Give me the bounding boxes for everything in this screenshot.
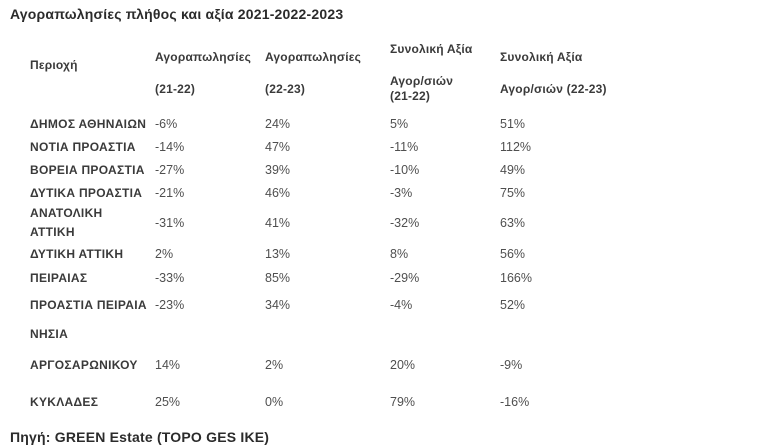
value-cell: -31%	[155, 216, 185, 230]
value-cell: -23%	[155, 298, 185, 312]
region-label: ΠΕΙΡΑΙΑΣ	[30, 271, 88, 285]
value-cell: -29%	[390, 271, 420, 285]
value-cell: 14%	[155, 358, 181, 372]
value-cell: 13%	[265, 247, 291, 261]
table-row: ΑΝΑΤΟΛΙΚΗ ΑΤΤΙΚΗ -31% 41% -32% 63%	[30, 204, 650, 242]
value-cell: -14%	[155, 139, 185, 154]
column-header-region: Περιοχή	[30, 57, 78, 72]
value-cell: 2%	[155, 247, 174, 261]
column-header-total-value-21-22: Συνολική Αξία Αγορ/σιών (21-22)	[390, 42, 473, 103]
value-cell: -27%	[155, 162, 185, 177]
page-title: Αγοραπωλησίες πλήθος και αξία 2021-2022-…	[10, 6, 344, 22]
column-header-total-value-22-23: Συνολική Αξία Αγορ/σιών (22-23)	[500, 49, 607, 96]
value-cell: -6%	[155, 116, 178, 131]
value-cell: 49%	[500, 162, 526, 177]
sales-data-table: Περιοχή Αγοραπωλησίες (21-22) Αγοραπωλησ…	[30, 34, 650, 421]
region-label: ΒΟΡΕΙΑ ΠΡΟΑΣΤΙΑ	[30, 162, 145, 177]
region-label: ΚΥΚΛΑΔΕΣ	[30, 395, 99, 409]
value-cell: 39%	[265, 162, 291, 177]
value-cell: 24%	[265, 116, 291, 131]
value-cell: 166%	[500, 271, 532, 285]
value-cell: 63%	[500, 216, 526, 230]
value-cell: 46%	[265, 185, 291, 200]
table-row: ΔΥΤΙΚΗ ΑΤΤΙΚΗ 2% 13% 8% 56%	[30, 242, 650, 266]
column-header-sales-21-22: Αγοραπωλησίες (21-22)	[155, 49, 252, 96]
table-row: ΔΗΜΟΣ ΑΘΗΝΑΙΩΝ -6% 24% 5% 51%	[30, 112, 650, 135]
value-cell: 112%	[500, 139, 532, 154]
value-cell: 41%	[265, 216, 291, 230]
value-cell: 0%	[265, 395, 284, 409]
table-section-row: ΝΗΣΙΑ	[30, 320, 650, 347]
value-cell: -10%	[390, 162, 420, 177]
table-row: ΝΟΤΙΑ ΠΡΟΑΣΤΙΑ -14% 47% -11% 112%	[30, 135, 650, 158]
region-label: ΝΗΣΙΑ	[30, 326, 69, 341]
value-cell: 20%	[390, 358, 416, 372]
value-cell: -32%	[390, 216, 420, 230]
value-cell: 34%	[265, 298, 291, 312]
value-cell: 85%	[265, 271, 291, 285]
value-cell: -21%	[155, 185, 185, 200]
value-cell: 75%	[500, 185, 526, 200]
value-cell: 56%	[500, 247, 526, 261]
value-cell: 51%	[500, 116, 526, 131]
region-label: ΔΥΤΙΚΑ ΠΡΟΑΣΤΙΑ	[30, 185, 143, 200]
region-label: ΔΥΤΙΚΗ ΑΤΤΙΚΗ	[30, 247, 124, 261]
value-cell: -3%	[390, 185, 413, 200]
value-cell: 47%	[265, 139, 291, 154]
table-row: ΔΥΤΙΚΑ ΠΡΟΑΣΤΙΑ -21% 46% -3% 75%	[30, 181, 650, 204]
value-cell: 79%	[390, 395, 416, 409]
table-row: ΠΕΙΡΑΙΑΣ -33% 85% -29% 166%	[30, 266, 650, 290]
value-cell: 5%	[390, 116, 409, 131]
table-row: ΒΟΡΕΙΑ ΠΡΟΑΣΤΙΑ -27% 39% -10% 49%	[30, 158, 650, 181]
value-cell: 25%	[155, 395, 181, 409]
value-cell: -16%	[500, 395, 530, 409]
value-cell: 8%	[390, 247, 409, 261]
column-header-sales-22-23: Αγοραπωλησίες (22-23)	[265, 49, 362, 96]
value-cell: -9%	[500, 358, 523, 372]
table-row: ΚΥΚΛΑΔΕΣ 25% 0% 79% -16%	[30, 383, 650, 421]
source-note: Πηγή: GREEN Estate (TOPO GES IKE)	[10, 429, 270, 445]
region-label: ΝΟΤΙΑ ΠΡΟΑΣΤΙΑ	[30, 139, 136, 154]
region-label: ΑΝΑΤΟΛΙΚΗ ΑΤΤΙΚΗ	[30, 206, 103, 239]
value-cell: -4%	[390, 298, 413, 312]
region-label: ΑΡΓΟΣΑΡΩΝΙΚΟΥ	[30, 358, 138, 372]
region-label: ΠΡΟΑΣΤΙΑ ΠΕΙΡΑΙΑ	[30, 298, 147, 312]
value-cell: -33%	[155, 271, 185, 285]
value-cell: -11%	[390, 139, 419, 154]
value-cell: 52%	[500, 298, 526, 312]
region-label: ΔΗΜΟΣ ΑΘΗΝΑΙΩΝ	[30, 116, 147, 131]
table-header-row: Περιοχή Αγοραπωλησίες (21-22) Αγοραπωλησ…	[30, 34, 650, 112]
table-row: ΑΡΓΟΣΑΡΩΝΙΚΟΥ 14% 2% 20% -9%	[30, 347, 650, 383]
table-row: ΠΡΟΑΣΤΙΑ ΠΕΙΡΑΙΑ -23% 34% -4% 52%	[30, 290, 650, 320]
table-body: ΔΗΜΟΣ ΑΘΗΝΑΙΩΝ -6% 24% 5% 51% ΝΟΤΙΑ ΠΡΟΑΣΤΙΑ -…	[30, 112, 650, 421]
value-cell: 2%	[265, 358, 284, 372]
